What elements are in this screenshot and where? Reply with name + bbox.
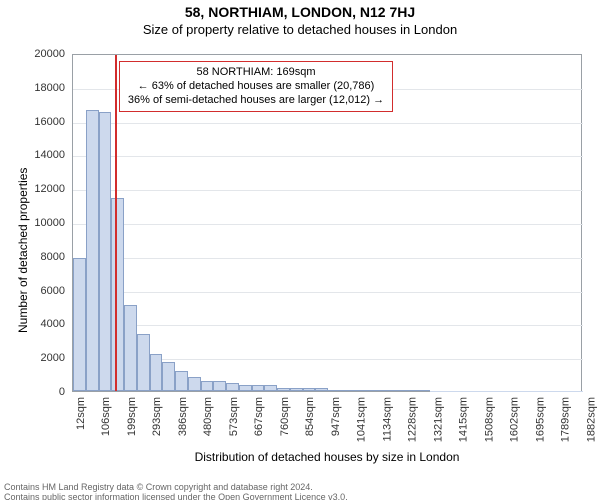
histogram-bar [354,390,367,391]
histogram-bar [175,371,188,391]
property-marker-line [115,55,117,391]
histogram-bar [73,258,86,392]
plot-area: 0200040006000800010000120001400016000180… [72,54,582,392]
x-tick-label: 1041sqm [356,397,368,442]
gridline [73,258,583,259]
histogram-bar [201,381,214,391]
histogram-bar [188,377,201,391]
histogram-bar [379,390,392,391]
y-tick-label: 14000 [1,149,65,161]
x-tick-label: 854sqm [305,397,317,436]
histogram-bar [341,390,354,391]
histogram-bar [111,198,124,391]
x-tick-label: 1508sqm [483,397,495,442]
annotation-line: 58 NORTHIAM: 169sqm [128,66,384,80]
y-tick-label: 10000 [1,217,65,229]
histogram-bar [137,334,150,391]
histogram-bar [290,388,303,391]
histogram-bar [213,381,226,391]
property-size-chart: 58, NORTHIAM, LONDON, N12 7HJ Size of pr… [0,4,600,500]
gridline [73,224,583,225]
x-tick-label: 573sqm [228,397,240,436]
attribution-footer: Contains HM Land Registry data © Crown c… [4,482,348,500]
y-tick-label: 6000 [1,285,65,297]
chart-title: 58, NORTHIAM, LONDON, N12 7HJ [0,4,600,20]
x-tick-label: 947sqm [330,397,342,436]
x-tick-label: 106sqm [101,397,113,436]
x-tick-label: 199sqm [126,397,138,436]
y-tick-label: 0 [1,386,65,398]
x-tick-label: 1415sqm [458,397,470,442]
histogram-bar [252,385,265,391]
x-tick-label: 293sqm [152,397,164,436]
histogram-bar [405,390,418,391]
chart-subtitle: Size of property relative to detached ho… [0,22,600,37]
histogram-bar [162,362,175,391]
gridline [73,190,583,191]
y-tick-label: 12000 [1,183,65,195]
y-tick-label: 4000 [1,318,65,330]
y-tick-label: 18000 [1,82,65,94]
histogram-bar [430,391,443,392]
annotation-line: 36% of semi-detached houses are larger (… [128,94,384,108]
histogram-bar [303,388,316,391]
x-axis-label: Distribution of detached houses by size … [72,450,582,464]
annotation-line: ← 63% of detached houses are smaller (20… [128,80,384,94]
gridline [73,123,583,124]
x-tick-label: 386sqm [177,397,189,436]
footer-line-1: Contains HM Land Registry data © Crown c… [4,482,348,492]
x-tick-label: 1789sqm [560,397,572,442]
x-tick-label: 760sqm [279,397,291,436]
x-tick-label: 1228sqm [407,397,419,442]
y-tick-label: 20000 [1,48,65,60]
histogram-bar [99,112,112,391]
x-tick-label: 1134sqm [381,397,393,441]
histogram-bar [328,390,341,391]
y-tick-label: 16000 [1,116,65,128]
histogram-bar [86,110,99,391]
x-tick-label: 12sqm [75,397,87,430]
x-tick-label: 1602sqm [509,397,521,442]
y-tick-label: 2000 [1,352,65,364]
histogram-bar [456,391,469,392]
gridline [73,292,583,293]
histogram-bar [150,354,163,391]
x-tick-label: 1695sqm [534,397,546,442]
histogram-bar [239,385,252,391]
histogram-bar [264,385,277,391]
histogram-bar [392,390,405,391]
footer-line-2: Contains public sector information licen… [4,492,348,500]
x-tick-label: 667sqm [254,397,266,436]
histogram-bar [277,388,290,391]
x-tick-label: 1321sqm [432,397,444,442]
histogram-bar [315,388,328,391]
gridline [73,156,583,157]
annotation-box: 58 NORTHIAM: 169sqm← 63% of detached hou… [119,61,393,112]
histogram-bar [226,383,239,391]
histogram-bar [468,391,481,392]
histogram-bar [417,390,430,391]
histogram-bar [124,305,137,391]
x-tick-label: 1882sqm [585,397,597,442]
histogram-bar [443,391,456,392]
y-tick-label: 8000 [1,251,65,263]
gridline [73,325,583,326]
x-tick-label: 480sqm [203,397,215,436]
histogram-bar [366,390,379,391]
